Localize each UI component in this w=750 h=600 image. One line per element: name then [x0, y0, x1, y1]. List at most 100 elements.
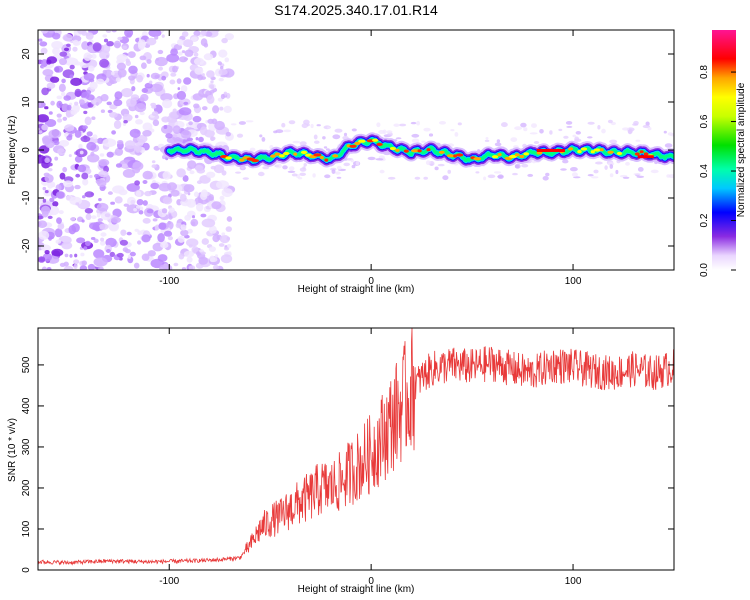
noise-blob [291, 173, 298, 177]
noise-blob [175, 222, 182, 229]
ridge-peak [577, 150, 582, 154]
noise-blob [292, 140, 301, 144]
noise-blob [38, 114, 49, 123]
noise-blob [188, 121, 193, 126]
noise-blob [44, 190, 49, 194]
noise-blob [136, 205, 141, 209]
noise-blob [224, 33, 234, 41]
noise-blob [220, 254, 233, 264]
noise-blob [425, 160, 431, 166]
ridge-peak [590, 150, 595, 154]
noise-blob [200, 213, 207, 218]
noise-blob [134, 103, 147, 113]
noise-blob [322, 136, 326, 140]
spectrogram-ytick-label: 10 [21, 96, 32, 108]
noise-blob [202, 106, 208, 111]
colorbar-label: Normalized spectral amplitude [736, 82, 747, 217]
noise-blob [161, 75, 167, 81]
noise-blob [91, 215, 97, 220]
spectrogram-ytick-label: 20 [21, 48, 32, 60]
noise-blob [73, 259, 80, 265]
noise-blob [411, 138, 420, 144]
colorbar: 0.0 0.2 0.4 0.6 0.8 Normalized spectral ampl… [699, 30, 747, 277]
noise-blob [45, 140, 55, 149]
noise-blob [97, 218, 103, 222]
noise-blob [38, 256, 46, 263]
noise-blob [160, 93, 173, 102]
noise-blob [121, 163, 128, 169]
noise-blob [637, 167, 644, 172]
noise-blob [117, 68, 127, 78]
ridge-peak-strong [637, 155, 654, 159]
noise-blob [514, 163, 521, 169]
noise-blob [74, 61, 81, 66]
noise-blob [211, 201, 222, 210]
noise-blob [190, 36, 198, 42]
noise-blob [81, 172, 89, 180]
noise-blob [48, 111, 53, 115]
ridge-peak [324, 158, 329, 162]
noise-blob [221, 188, 233, 198]
noise-blob [437, 163, 445, 167]
noise-blob [114, 147, 124, 156]
noise-blob [47, 182, 54, 189]
noise-blob [327, 126, 331, 129]
noise-blob [625, 161, 630, 166]
noise-blob [201, 218, 216, 228]
noise-blob [132, 161, 144, 171]
noise-blob [182, 175, 189, 182]
figure-title: S174.2025.340.17.01.R14 [274, 2, 438, 18]
noise-blob [180, 224, 187, 231]
noise-blob [126, 231, 132, 236]
noise-blob [85, 240, 91, 247]
noise-blob [192, 115, 202, 123]
noise-blob [216, 180, 229, 190]
noise-blob [64, 124, 75, 132]
noise-blob [211, 118, 218, 125]
ridge-peak [456, 153, 464, 157]
noise-blob [99, 50, 110, 60]
noise-blob [74, 253, 78, 258]
noise-blob [163, 125, 168, 129]
noise-blob [126, 196, 136, 206]
noise-blob [113, 40, 121, 49]
noise-blob [90, 97, 102, 106]
noise-blob [128, 65, 138, 75]
noise-blob [50, 100, 55, 106]
ridge-peak [523, 152, 530, 156]
noise-blob [84, 208, 94, 214]
noise-blob [303, 119, 310, 125]
noise-blob [149, 80, 153, 85]
noise-blob [82, 178, 89, 186]
noise-blob [597, 125, 601, 130]
noise-blob [180, 229, 189, 237]
noise-blob [212, 265, 220, 270]
noise-blob [156, 57, 159, 61]
noise-blob [142, 200, 148, 206]
noise-blob [111, 216, 121, 224]
ridge-peak [251, 159, 259, 163]
noise-blob [193, 191, 199, 198]
snr-ytick-label: 100 [21, 520, 32, 537]
noise-blob [571, 172, 578, 177]
noise-blob [111, 130, 116, 135]
noise-blob [142, 217, 151, 224]
noise-blob [386, 130, 393, 134]
noise-blob [69, 254, 73, 258]
noise-blob [201, 73, 205, 77]
noise-blob [275, 163, 282, 169]
noise-blob [494, 142, 502, 147]
noise-blob [69, 64, 75, 70]
noise-blob [176, 168, 186, 178]
spectrogram-ytick-label: -20 [21, 238, 32, 253]
ridge-peak [389, 146, 396, 151]
noise-blob [142, 122, 153, 131]
noise-blob [177, 87, 181, 91]
noise-blob [124, 30, 134, 38]
noise-blob [65, 195, 73, 201]
noise-blob [650, 169, 659, 174]
noise-blob [324, 174, 331, 179]
noise-blob [303, 163, 307, 167]
snr-xtick-label: 100 [565, 576, 582, 587]
noise-blob [128, 75, 136, 81]
